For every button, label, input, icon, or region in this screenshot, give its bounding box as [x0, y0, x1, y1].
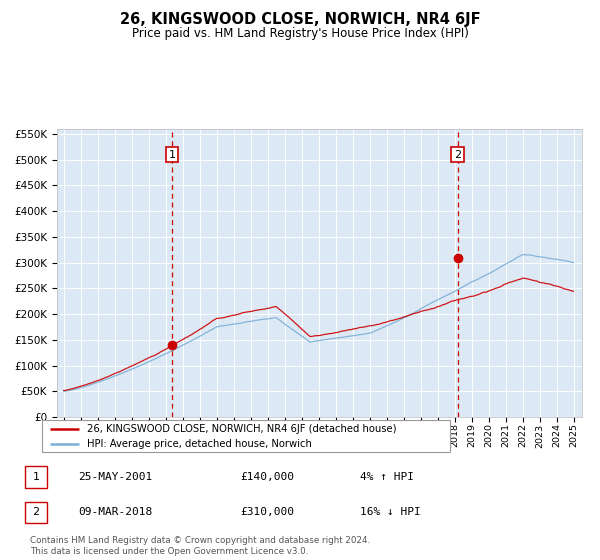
Text: HPI: Average price, detached house, Norwich: HPI: Average price, detached house, Norw… — [87, 440, 312, 449]
Text: 4% ↑ HPI: 4% ↑ HPI — [360, 472, 414, 482]
Text: 2: 2 — [454, 150, 461, 160]
Text: 1: 1 — [32, 472, 40, 482]
FancyBboxPatch shape — [42, 420, 450, 452]
Text: 09-MAR-2018: 09-MAR-2018 — [78, 507, 152, 517]
Text: 2: 2 — [32, 507, 40, 517]
Text: Contains HM Land Registry data © Crown copyright and database right 2024.
This d: Contains HM Land Registry data © Crown c… — [30, 536, 370, 556]
Text: 1: 1 — [169, 150, 176, 160]
Text: £310,000: £310,000 — [240, 507, 294, 517]
Text: 26, KINGSWOOD CLOSE, NORWICH, NR4 6JF (detached house): 26, KINGSWOOD CLOSE, NORWICH, NR4 6JF (d… — [87, 424, 397, 434]
Text: 25-MAY-2001: 25-MAY-2001 — [78, 472, 152, 482]
Text: 26, KINGSWOOD CLOSE, NORWICH, NR4 6JF: 26, KINGSWOOD CLOSE, NORWICH, NR4 6JF — [119, 12, 481, 27]
Text: 16% ↓ HPI: 16% ↓ HPI — [360, 507, 421, 517]
Text: Price paid vs. HM Land Registry's House Price Index (HPI): Price paid vs. HM Land Registry's House … — [131, 27, 469, 40]
Text: £140,000: £140,000 — [240, 472, 294, 482]
